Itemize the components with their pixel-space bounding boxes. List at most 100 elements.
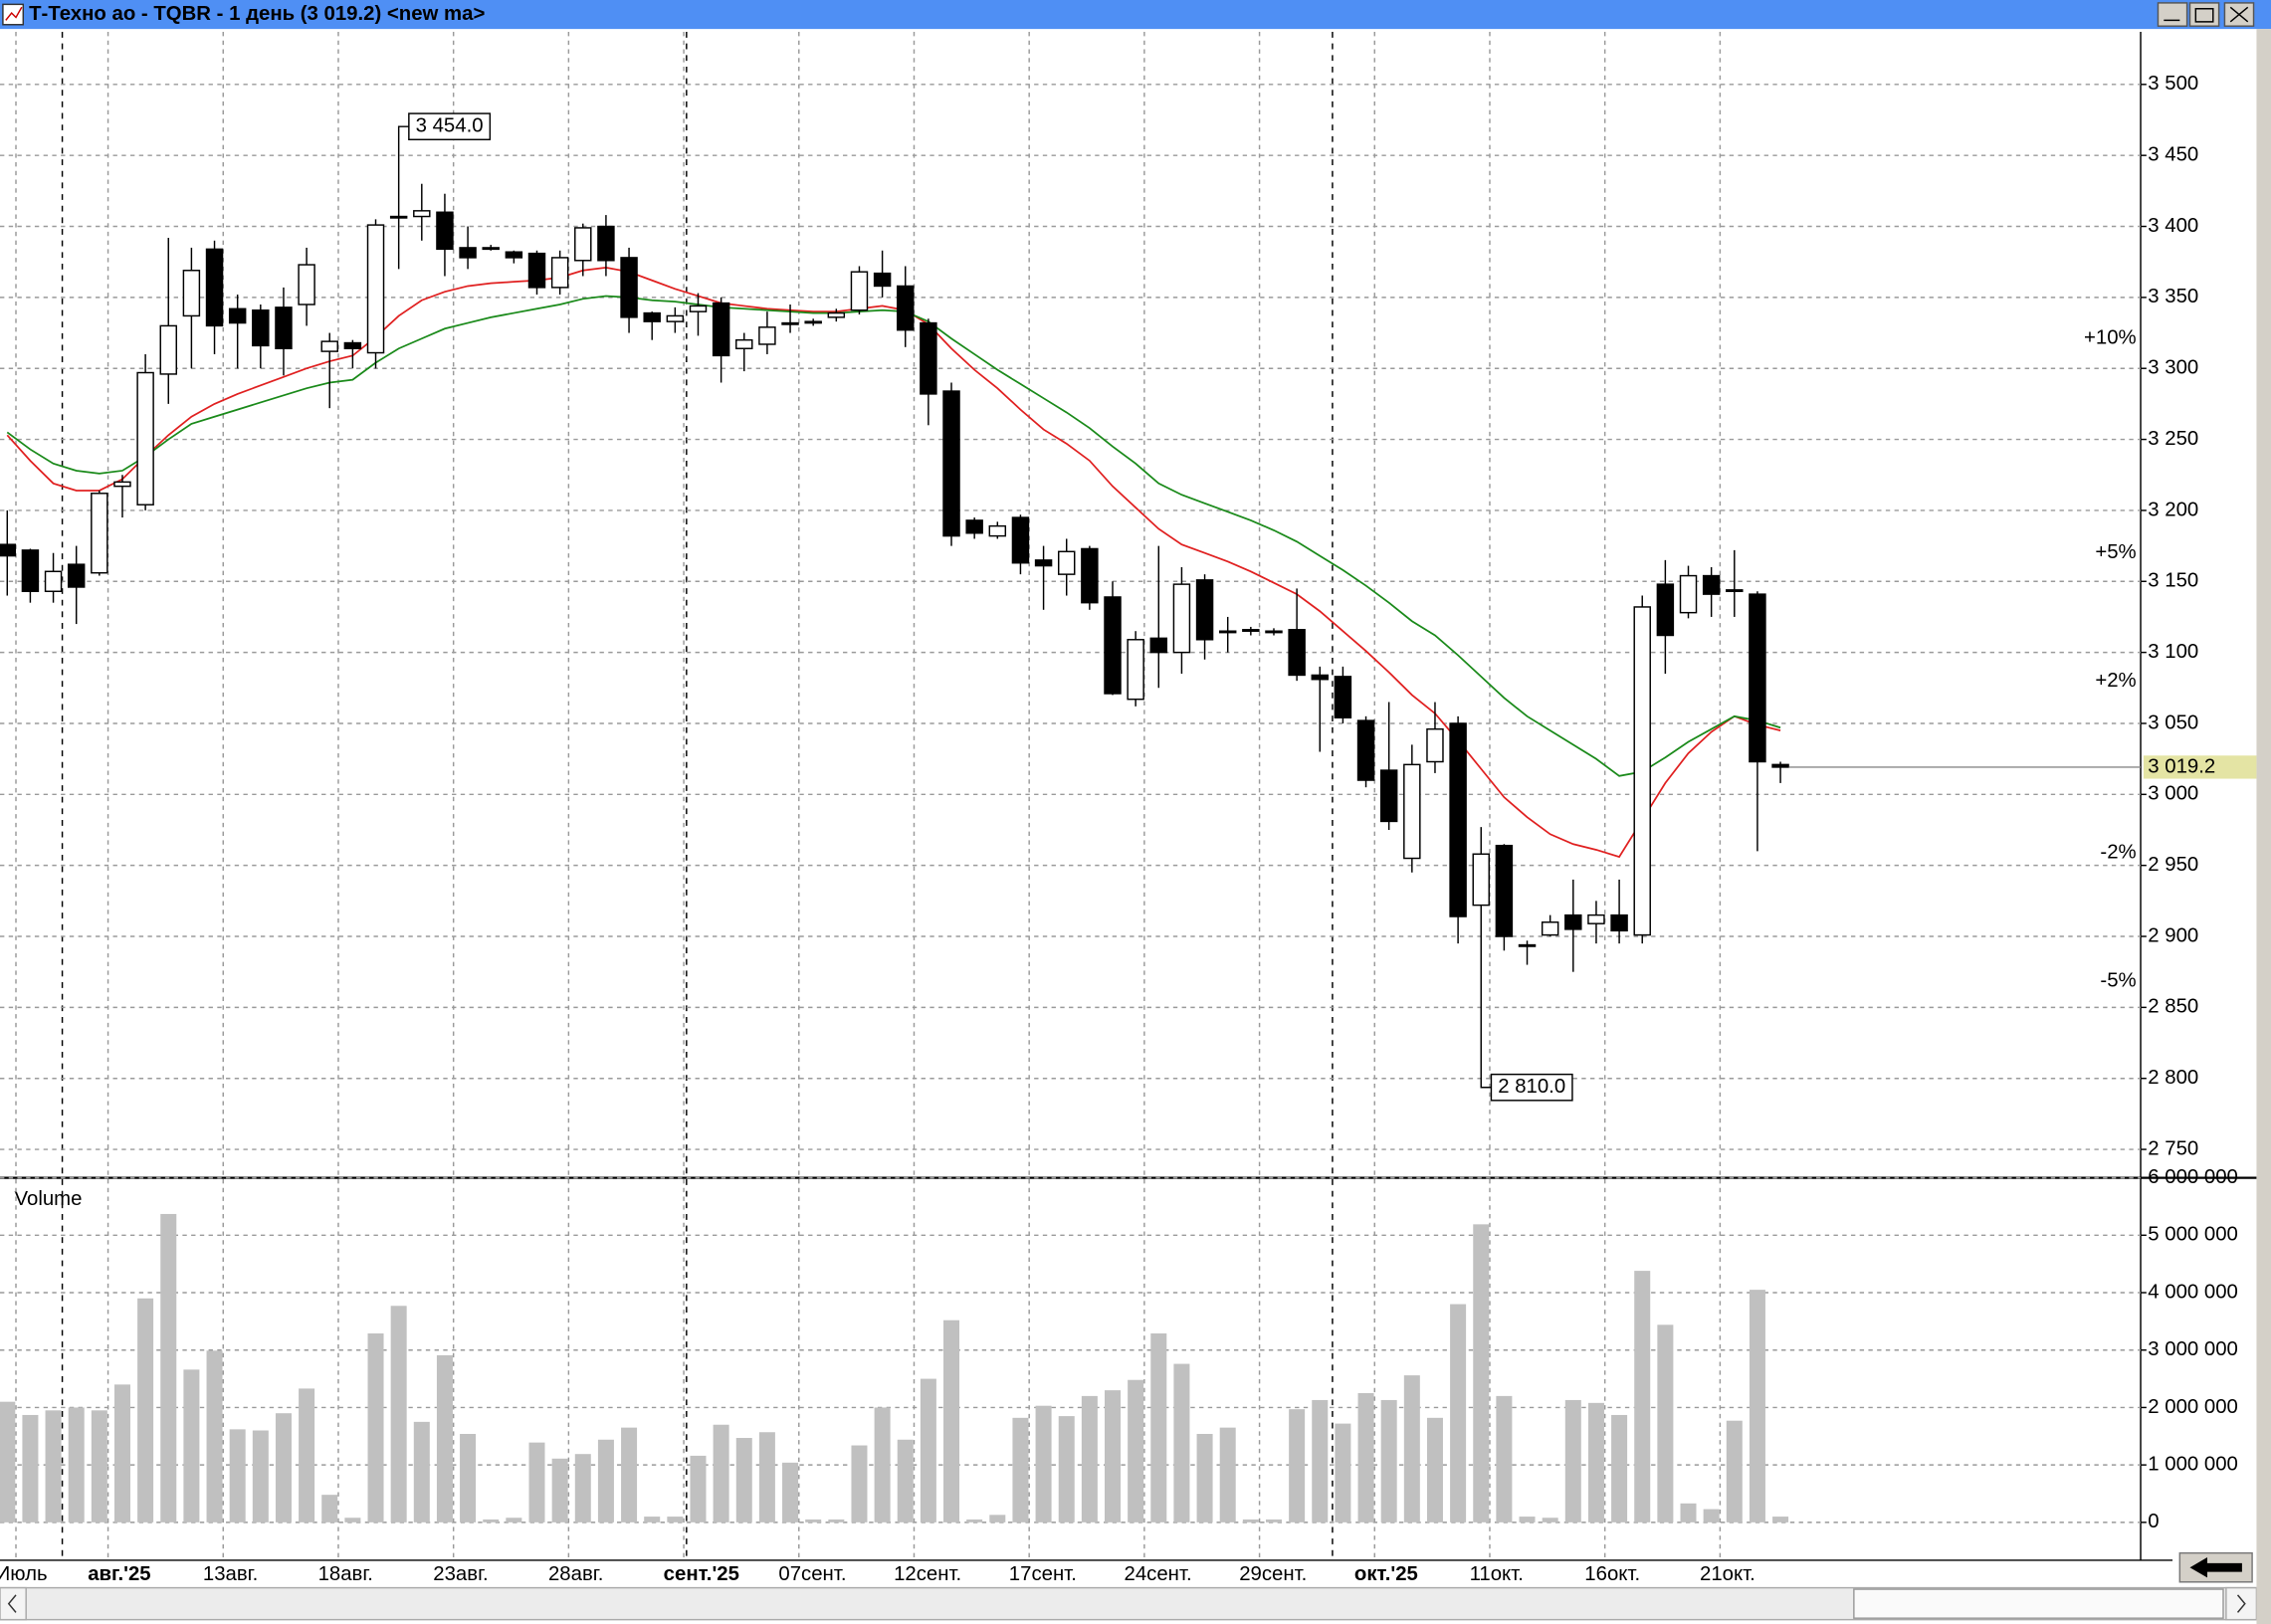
volume-bar (1726, 1420, 1743, 1522)
volume-bar (1380, 1399, 1397, 1522)
annotation-box (1490, 1073, 1573, 1102)
y-tick-label: 2 900 (2148, 924, 2198, 946)
candle-body (1656, 583, 1675, 637)
candle-body (574, 227, 592, 262)
scroll-left-button[interactable] (0, 1586, 27, 1621)
volume-bar (252, 1430, 269, 1522)
candle-body (1034, 559, 1053, 567)
candle-body (366, 224, 385, 354)
candle-body (712, 302, 730, 357)
y-tick-label: 3 100 (2148, 641, 2198, 663)
volume-bar (113, 1384, 130, 1522)
volume-bar (1035, 1405, 1052, 1522)
x-tick-label: 21окт. (1700, 1563, 1755, 1585)
volume-bar (597, 1439, 614, 1522)
x-tick-label: окт.'25 (1354, 1563, 1418, 1585)
candle-body (735, 338, 753, 349)
x-tick-label: 18авг. (318, 1563, 373, 1585)
candle-body (1172, 583, 1191, 654)
scroll-arrows (7, 1594, 2246, 1613)
y-tick-label: 6 000 000 (2148, 1166, 2238, 1188)
volume-bar (943, 1320, 960, 1522)
candle-body (1426, 727, 1444, 763)
volume-bar (1772, 1517, 1789, 1522)
candle-body (1472, 853, 1490, 907)
candle-body (1726, 589, 1744, 593)
minimize-button[interactable] (2157, 2, 2188, 27)
candle-body (965, 519, 983, 534)
volume-bar (1496, 1395, 1513, 1522)
candle-body (343, 341, 362, 349)
candle-body (1288, 629, 1306, 677)
y-tick-label: 0 (2148, 1511, 2159, 1532)
candle-body (1149, 637, 1168, 654)
volume-bar (1611, 1414, 1628, 1522)
annotation-leader (1480, 1064, 1492, 1089)
volume-bar (966, 1519, 983, 1522)
candle-body (320, 340, 338, 352)
y-tick-label: 3 050 (2148, 711, 2198, 733)
candle-body (275, 306, 293, 349)
candle-body (873, 272, 892, 288)
scroll-back-arrow (2189, 1557, 2242, 1578)
candle-body (550, 257, 569, 289)
candle-body (620, 257, 638, 318)
volume-bar (483, 1519, 500, 1522)
volume-bar (1519, 1517, 1536, 1522)
annotation-label: 3 454.0 (416, 115, 484, 137)
volume-bar (183, 1369, 200, 1522)
candle-body (0, 543, 17, 557)
candle-body (527, 252, 546, 289)
candle-body (1127, 639, 1144, 701)
candle-body (804, 320, 822, 324)
title-bar (0, 0, 2271, 30)
volume-bar (805, 1519, 822, 1522)
volume-bar (1219, 1427, 1236, 1522)
last-price-label: 3 019.2 (2148, 755, 2215, 777)
candle-body (252, 308, 270, 347)
candle-body (159, 324, 177, 375)
volume-bar (1703, 1509, 1720, 1522)
percent-level-label: +10% (2084, 326, 2137, 348)
volume-bar (667, 1517, 684, 1522)
volume-bar (644, 1517, 661, 1522)
volume-bar (758, 1432, 775, 1522)
percent-level-label: +2% (2095, 670, 2136, 692)
candle-body (1265, 630, 1283, 634)
candle-body (1081, 547, 1099, 604)
volume-bar (690, 1455, 707, 1522)
y-tick-label: 3 150 (2148, 570, 2198, 592)
volume-bar (782, 1462, 799, 1522)
volume-bar (390, 1306, 407, 1522)
x-tick-label: сент.'25 (664, 1563, 739, 1585)
candle-body (205, 248, 224, 327)
candle-body (413, 210, 431, 218)
scroll-right-button[interactable] (2225, 1586, 2258, 1621)
y-tick-label: 3 500 (2148, 73, 2198, 95)
maximize-button[interactable] (2188, 2, 2220, 27)
y-tick-label: 5 000 000 (2148, 1224, 2238, 1246)
last-price-box (2143, 755, 2257, 779)
y-tick-label: 2 850 (2148, 996, 2198, 1018)
percent-level-label: -2% (2100, 841, 2136, 863)
candle-body (482, 247, 500, 251)
volume-bar (1450, 1304, 1467, 1522)
candle-body (1564, 914, 1582, 930)
y-tick-label: 3 250 (2148, 428, 2198, 450)
candle-body (1311, 674, 1329, 681)
volume-bar (506, 1518, 522, 1522)
candle-body (827, 311, 846, 318)
candle-body (1749, 593, 1766, 763)
volume-bar (1403, 1375, 1420, 1522)
volume-bar (874, 1407, 891, 1522)
candle-body (182, 270, 201, 317)
y-tick-label: 2 950 (2148, 854, 2198, 876)
candle-body (689, 304, 708, 312)
window-border (2256, 29, 2271, 1624)
candle-body (389, 215, 408, 219)
scroll-thumb[interactable] (1853, 1588, 2224, 1619)
volume-bar (989, 1515, 1006, 1522)
volume-bar (851, 1445, 868, 1522)
